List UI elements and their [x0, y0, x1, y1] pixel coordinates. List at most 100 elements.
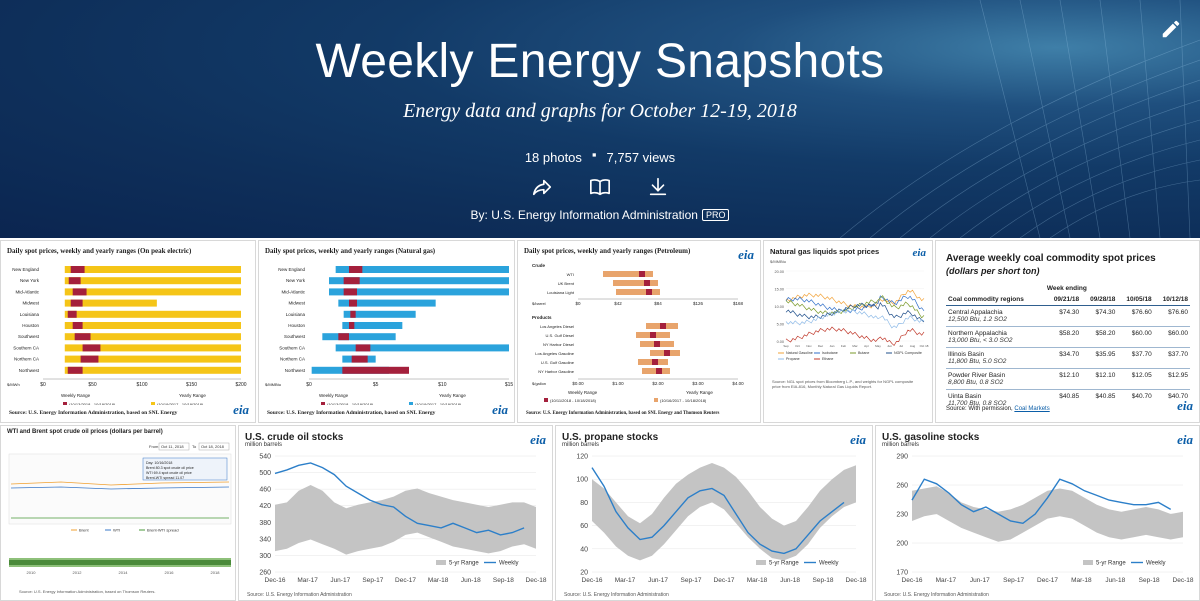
legend-yearly-dates: (10/19/2017 - 10/19/2018) — [415, 402, 462, 405]
ngl-title: Natural gas liquids spot prices — [770, 247, 880, 256]
gas-source: Source: U.S. Energy Information Administ… — [267, 410, 436, 416]
gas-tick: $15 — [505, 382, 514, 388]
gas-row-label: Southern CA — [279, 345, 305, 350]
ngl-legend-label: Isobutane — [822, 351, 838, 355]
coal-row: Central Appalachia 12,500 Btu, 1.2 SO2 $74… — [946, 305, 1190, 327]
gas-yearly-bar — [338, 299, 436, 307]
share-icon[interactable] — [531, 176, 553, 198]
date-header: 10/05/18 — [1117, 294, 1154, 306]
wti-title: WTI and Brent spot crude oil prices (dol… — [7, 429, 163, 435]
photo-tile-electric[interactable]: Daily spot prices, weekly and yearly ran… — [0, 240, 256, 423]
stocks-y-tick: 20 — [580, 570, 588, 577]
stocks-x-tick: Mar-17 — [936, 577, 957, 584]
to-label: To — [192, 444, 197, 449]
photo-tile-wti-brent[interactable]: WTI and Brent spot crude oil prices (dol… — [0, 425, 236, 601]
stocks-y-tick: 500 — [259, 470, 271, 477]
gas-weekly-bar — [350, 310, 356, 318]
download-icon[interactable] — [647, 176, 669, 198]
weekly-stocks-line — [274, 462, 525, 536]
to-input — [198, 442, 230, 451]
photo-tile-petroleum[interactable]: Daily spot prices, weekly and yearly ran… — [517, 240, 761, 423]
stocks-x-tick: Dec-18 — [1173, 577, 1194, 584]
book-icon[interactable] — [589, 176, 611, 198]
gas-row-label: Northern CA — [280, 357, 305, 362]
coal-price-cell: $34.70 — [1044, 347, 1082, 369]
legend-weekly-swatch — [544, 398, 548, 402]
eia-logo: eia — [233, 402, 249, 417]
stocks-x-tick: Mar-17 — [615, 577, 636, 584]
stats-separator: ▪ — [591, 147, 597, 162]
legend-yearly-swatch — [151, 402, 155, 405]
coal-row: Uinta Basin 11,700 Btu, 0.8 SO2 $40.85 $40.… — [946, 389, 1190, 410]
coal-price-cell: $40.70 — [1153, 389, 1190, 410]
crude-stocks-unit: million barrels — [245, 442, 283, 448]
electric-weekly-bar — [70, 299, 83, 307]
electric-row-label: New York — [20, 278, 40, 283]
stocks-x-tick: Jun-18 — [780, 577, 800, 584]
coal-region-name: Northern Appalachia — [948, 330, 1007, 337]
electric-tick: $50 — [88, 382, 97, 388]
ngl-series-line — [785, 295, 925, 319]
electric-row-label: Southwest — [18, 334, 40, 339]
wti-legend-label: Brent — [79, 528, 89, 533]
gas-weekly-bar — [351, 355, 368, 363]
electric-row-label: New England — [12, 267, 39, 272]
photo-tile-coal[interactable]: Average weekly coal commodity spot price… — [935, 240, 1200, 423]
coal-source-link[interactable]: Coal Markets — [1014, 406, 1050, 412]
ngl-legend-label: Ethane — [822, 357, 833, 361]
photo-tile-gasoline-stocks[interactable]: U.S. gasoline stocks million barrels eia… — [875, 425, 1200, 601]
photo-tile-ngl[interactable]: Natural gas liquids spot prices eia $/MM… — [763, 240, 933, 423]
legend-yearly: Yearly Range — [439, 393, 466, 398]
view-count: 7,757 views — [606, 150, 676, 165]
range-legend-swatch — [1083, 560, 1093, 565]
product-tick: $2.00 — [652, 381, 664, 386]
crude-label: Crude — [532, 263, 545, 268]
crude-weekly-bar — [639, 271, 645, 277]
gasoline-stocks-unit: million barrels — [882, 442, 920, 448]
ngl-series-line — [785, 289, 925, 310]
wti-year-tick: 2016 — [165, 570, 175, 575]
ngl-series-line — [785, 295, 925, 314]
coal-source-text: Source: With permission, — [946, 406, 1013, 412]
gas-row-label: New York — [286, 278, 306, 283]
wti-legend-label: WTI — [113, 528, 120, 533]
ngl-legend-label: Butane — [858, 351, 869, 355]
gas-weekly-bar — [349, 299, 357, 307]
gas-row-label: Midwest — [288, 301, 305, 306]
stocks-x-tick: Sep-17 — [1003, 577, 1024, 584]
stocks-x-tick: Mar-17 — [297, 577, 318, 584]
photo-tile-propane-stocks[interactable]: U.S. propane stocks million barrels eia … — [555, 425, 873, 601]
range-legend-label: 5-yr Range — [1096, 561, 1126, 567]
coal-price-cell: $12.10 — [1081, 368, 1118, 390]
eia-logo: eia — [738, 247, 754, 262]
album-subtitle: Energy data and graphs for October 12-19… — [403, 100, 797, 122]
ngl-x-tick: Apr — [864, 344, 869, 348]
product-row-label: U.S. Gulf Diesel — [546, 333, 575, 338]
photo-tile-crude-stocks[interactable]: U.S. crude oil stocks million barrels ei… — [238, 425, 553, 601]
edit-icon[interactable] — [1160, 18, 1182, 40]
propane-stocks-unit: million barrels — [562, 442, 600, 448]
eia-logo: eia — [912, 247, 926, 259]
date-header: 10/12/18 — [1153, 294, 1190, 306]
wti-year-tick: 2010 — [27, 570, 37, 575]
stocks-x-tick: Dec-16 — [902, 577, 923, 584]
legend-weekly-dates: (10/13/2018 - 10/19/2018) — [69, 402, 116, 405]
stocks-y-tick: 420 — [259, 503, 271, 510]
coal-price-cell: $58.20 — [1081, 326, 1118, 348]
electric-weekly-bar — [67, 366, 83, 374]
stocks-y-tick: 40 — [580, 546, 588, 553]
album-banner: Weekly Energy Snapshots Energy data and … — [0, 0, 1200, 238]
coal-price-cell: $12.10 — [1044, 368, 1082, 390]
photo-tile-natural-gas[interactable]: Daily spot prices, weekly and yearly ran… — [258, 240, 515, 423]
ngl-y-tick: 20.00 — [774, 270, 784, 274]
gas-row-label: Southwest — [284, 334, 306, 339]
product-row-label: NY Harbor Diesel — [543, 342, 574, 347]
weekly-stocks-line — [911, 478, 1172, 525]
gas-row-label: Mid-Atlantic — [281, 289, 305, 294]
electric-row-label: Louisiana — [20, 312, 40, 317]
ngl-x-tick: Aug — [910, 344, 916, 348]
wti-year-tick: 2012 — [73, 570, 83, 575]
author-link[interactable]: By: U.S. Energy Information Administrati… — [470, 208, 698, 222]
gas-tick: $0 — [306, 382, 312, 388]
